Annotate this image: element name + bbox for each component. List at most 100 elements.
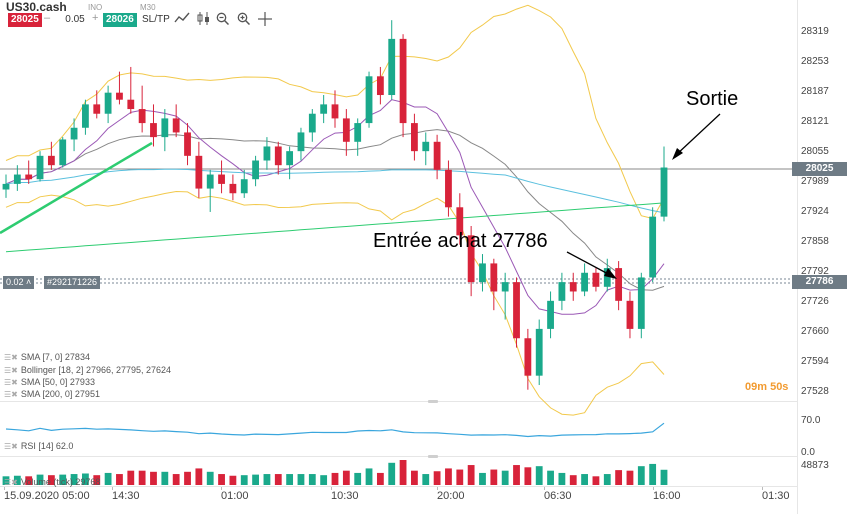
candle-body	[524, 338, 532, 376]
candle-body	[626, 300, 634, 329]
legend-sma200-value: 27951	[74, 389, 100, 399]
candle-body	[308, 113, 316, 133]
legend-sma200[interactable]: ☰✖ SMA [200, 0] 27951	[4, 389, 100, 400]
time-tick-label: 01:00	[221, 490, 249, 502]
chart-toolbar: US30.cash INO M30 28025 – 0.05 + 28026 S…	[0, 0, 854, 32]
crosshair-icon[interactable]	[258, 12, 272, 29]
volume-bar	[206, 471, 214, 485]
sl-tp-button[interactable]: SL/TP	[142, 14, 170, 25]
line-chart-icon[interactable]	[174, 12, 190, 27]
candle-body	[206, 174, 214, 189]
legend-sma50[interactable]: ☰✖ SMA [50, 0] 27933	[4, 377, 95, 388]
rsi-tick-70: 70.0	[801, 415, 821, 426]
volume-bar	[592, 476, 600, 485]
candle-countdown: 09m 50s	[745, 381, 789, 393]
candle-body	[104, 92, 112, 114]
legend-sma7[interactable]: ☰✖ SMA [7, 0] 27834	[4, 352, 90, 363]
volume-bar	[513, 465, 520, 485]
zoom-in-icon[interactable]	[237, 12, 251, 28]
volume-bar	[615, 470, 623, 485]
volume-decrease-button[interactable]: –	[44, 12, 51, 24]
rsi-pane-separator[interactable]	[0, 401, 797, 402]
timeframe-selector[interactable]: M30	[140, 3, 156, 12]
order-lot-value: 0.02	[6, 277, 24, 287]
volume-bar	[467, 465, 475, 485]
time-tick-mark	[221, 487, 222, 490]
buy-price-button[interactable]: 28026	[103, 13, 137, 27]
volume-bar	[342, 470, 350, 485]
entry-arrowhead	[604, 268, 617, 279]
volume-increase-button[interactable]: +	[92, 12, 99, 24]
time-tick-mark	[437, 487, 438, 490]
legend-menu-icon[interactable]: ☰✖	[4, 378, 18, 387]
order-lot-tag[interactable]: 0.02 ˄	[3, 276, 35, 289]
legend-sma7-label: SMA [7, 0]	[20, 352, 63, 362]
candle-chart-icon[interactable]	[197, 12, 211, 28]
candle-body	[240, 179, 248, 194]
legend-volume[interactable]: ☰✖ Volume (tick) 29768	[4, 477, 100, 488]
volume-bar	[93, 475, 101, 485]
time-tick-label: 06:30	[544, 490, 572, 502]
candle-body	[229, 183, 237, 194]
legend-bollinger[interactable]: ☰✖ Bollinger [18, 2] 27966, 27795, 27624	[4, 365, 171, 376]
volume-bar	[456, 469, 464, 485]
legend-rsi[interactable]: ☰✖ RSI [14] 62.0	[4, 441, 73, 452]
candle-body	[93, 104, 101, 114]
price-tick-label: 28121	[801, 116, 829, 127]
price-tick-label: 27594	[801, 356, 829, 367]
candle-body	[116, 92, 123, 100]
symbol-label[interactable]: US30.cash	[6, 0, 67, 14]
candle-body	[172, 118, 180, 133]
rsi-line	[5, 422, 665, 438]
volume-bar	[524, 467, 532, 485]
volume-bar	[286, 474, 294, 485]
exit-arrow	[675, 113, 721, 156]
order-ticket-tag[interactable]: #292171226	[44, 276, 101, 289]
time-tick-label: 20:00	[437, 490, 465, 502]
time-tick-mark	[544, 487, 545, 490]
volume-bar	[581, 474, 588, 485]
volume-pane-resize-handle[interactable]	[428, 455, 438, 458]
zoom-out-icon[interactable]	[216, 12, 230, 28]
candle-body	[342, 118, 350, 142]
candle-body	[59, 139, 67, 166]
candle-body	[637, 277, 645, 329]
legend-sma50-label: SMA [50, 0]	[20, 377, 68, 387]
legend-menu-icon[interactable]: ☰✖	[4, 442, 18, 451]
volume-bar	[218, 474, 225, 485]
candle-body	[13, 174, 21, 184]
time-tick-mark	[331, 487, 332, 490]
volume-bar	[422, 474, 430, 485]
volume-bar	[25, 476, 33, 485]
price-tick-label: 27924	[801, 206, 829, 217]
legend-rsi-value: 62.0	[55, 441, 74, 451]
volume-bar	[184, 471, 191, 485]
candle-body	[150, 123, 157, 138]
legend-menu-icon[interactable]: ☰✖	[4, 390, 18, 399]
candle-body	[581, 272, 588, 292]
volume-bar	[603, 474, 611, 485]
price-axis[interactable]: 28319 28253 28187 28121 28055 27989 27924 27858…	[801, 26, 829, 397]
sma50-line	[5, 168, 665, 214]
volume-input[interactable]: 0.05	[65, 14, 85, 25]
candle-body	[161, 118, 169, 138]
candle-body	[603, 268, 611, 287]
sell-price-button[interactable]: 28025	[8, 13, 42, 27]
rsi-pane-resize-handle[interactable]	[428, 400, 438, 403]
volume-bar	[274, 474, 282, 485]
volume-bar	[297, 474, 305, 485]
legend-menu-icon[interactable]: ☰✖	[4, 366, 18, 375]
time-axis[interactable]: 15.09.2020 05:00 14:30 01:00 10:30 20:00 06:3…	[4, 487, 790, 502]
volume-bar	[82, 473, 89, 485]
candle-body	[127, 99, 135, 110]
user-trendline[interactable]	[0, 141, 153, 235]
legend-menu-icon[interactable]: ☰✖	[4, 478, 18, 487]
entry-price-tag[interactable]: 27786	[792, 275, 847, 289]
chevron-up-icon[interactable]: ˄	[26, 277, 32, 287]
price-axis-separator	[797, 0, 798, 514]
sma200-line	[5, 202, 665, 253]
volume-pane-separator[interactable]	[0, 456, 797, 457]
legend-menu-icon[interactable]: ☰✖	[4, 353, 18, 362]
volume-bar	[626, 470, 634, 485]
